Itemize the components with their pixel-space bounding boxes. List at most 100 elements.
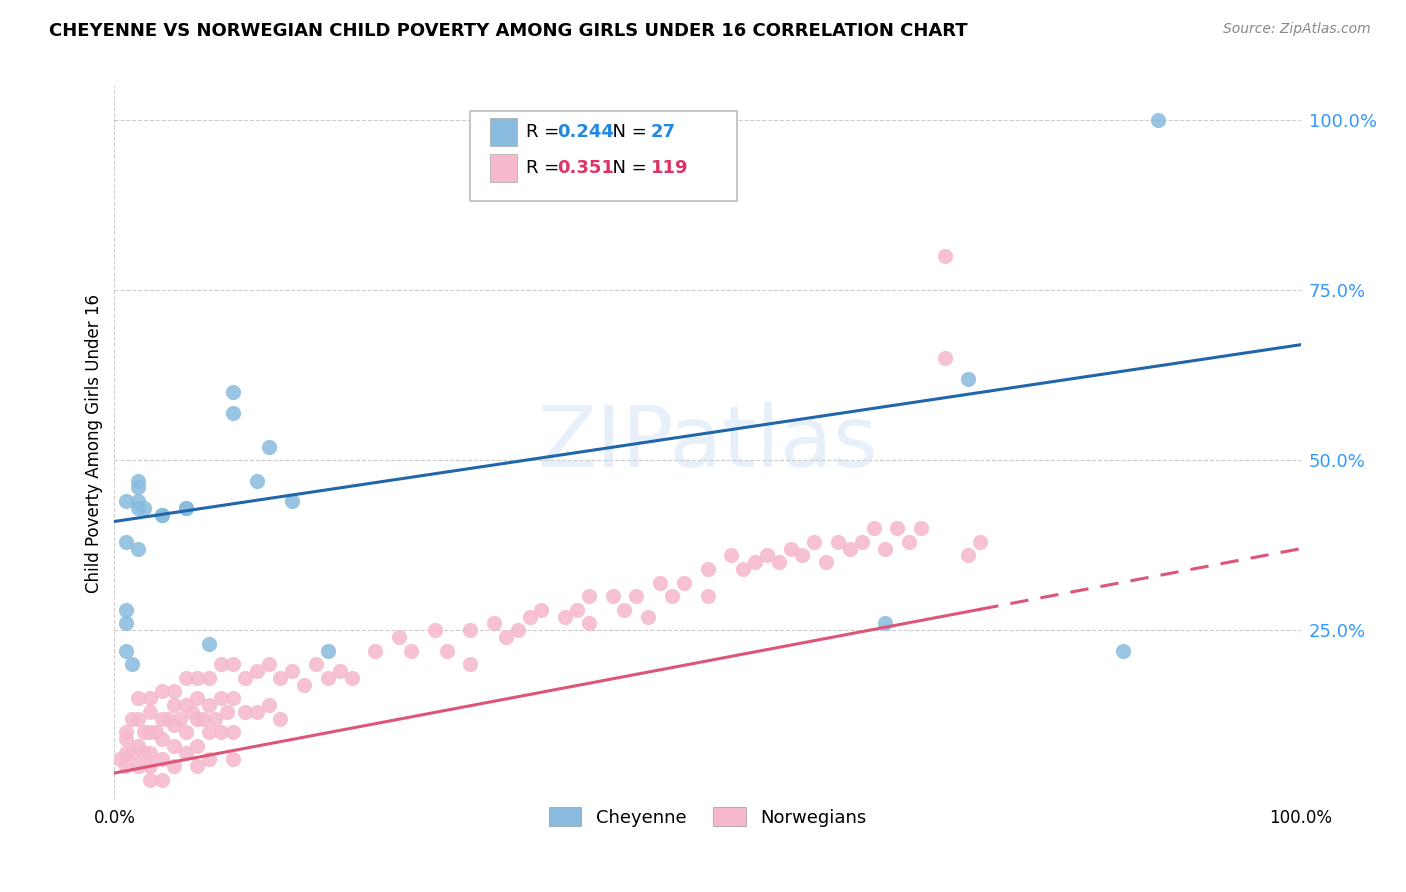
Point	[388, 630, 411, 644]
Point	[174, 500, 197, 515]
Point	[281, 494, 304, 508]
Point	[150, 508, 173, 522]
Point	[222, 406, 245, 420]
Point	[204, 712, 226, 726]
Point	[626, 589, 648, 603]
Point	[127, 494, 149, 508]
Point	[269, 712, 291, 726]
Point	[222, 385, 245, 400]
Point	[768, 555, 790, 569]
Point	[186, 759, 208, 773]
Point	[163, 718, 186, 732]
Point	[827, 534, 849, 549]
Point	[198, 671, 221, 685]
Point	[127, 481, 149, 495]
Point	[115, 616, 138, 631]
Point	[139, 772, 162, 787]
Point	[578, 589, 600, 603]
Point	[875, 541, 897, 556]
Y-axis label: Child Poverty Among Girls Under 16: Child Poverty Among Girls Under 16	[86, 293, 103, 593]
Point	[180, 705, 202, 719]
Point	[115, 759, 138, 773]
Point	[910, 521, 932, 535]
Text: 0.244: 0.244	[557, 123, 614, 141]
Point	[198, 752, 221, 766]
Point	[115, 534, 138, 549]
Point	[1111, 643, 1133, 657]
Point	[150, 508, 173, 522]
Point	[145, 725, 167, 739]
Point	[150, 712, 173, 726]
Point	[613, 603, 636, 617]
Point	[246, 664, 269, 678]
Point	[458, 657, 481, 672]
Point	[305, 657, 328, 672]
Point	[292, 678, 315, 692]
Point	[115, 725, 138, 739]
Point	[257, 657, 280, 672]
Point	[898, 534, 921, 549]
Point	[174, 725, 197, 739]
Point	[127, 500, 149, 515]
Point	[482, 616, 505, 631]
Point	[174, 746, 197, 760]
Point	[281, 664, 304, 678]
Point	[755, 549, 778, 563]
Point	[127, 759, 149, 773]
Text: CHEYENNE VS NORWEGIAN CHILD POVERTY AMONG GIRLS UNDER 16 CORRELATION CHART: CHEYENNE VS NORWEGIAN CHILD POVERTY AMON…	[49, 22, 967, 40]
Point	[957, 549, 980, 563]
Point	[815, 555, 838, 569]
Point	[222, 725, 245, 739]
FancyBboxPatch shape	[491, 153, 516, 182]
Legend: Cheyenne, Norwegians: Cheyenne, Norwegians	[541, 800, 873, 834]
Text: R =: R =	[526, 123, 565, 141]
Point	[115, 494, 138, 508]
Text: 0.351: 0.351	[557, 159, 614, 177]
Point	[222, 657, 245, 672]
Point	[661, 589, 683, 603]
Point	[163, 739, 186, 753]
Point	[934, 249, 956, 263]
Text: 27: 27	[651, 123, 675, 141]
Point	[222, 752, 245, 766]
Point	[217, 705, 239, 719]
Point	[233, 671, 256, 685]
Point	[436, 643, 458, 657]
Text: ZIPatlas: ZIPatlas	[537, 401, 877, 484]
Point	[110, 752, 132, 766]
Point	[733, 562, 755, 576]
Point	[115, 746, 138, 760]
Point	[565, 603, 588, 617]
Point	[506, 624, 529, 638]
Point	[519, 609, 541, 624]
Point	[174, 698, 197, 712]
Point	[744, 555, 766, 569]
Point	[851, 534, 873, 549]
Point	[458, 624, 481, 638]
Text: N =: N =	[600, 123, 652, 141]
Point	[530, 603, 553, 617]
Point	[340, 671, 363, 685]
Point	[316, 643, 339, 657]
Point	[115, 603, 138, 617]
Point	[779, 541, 801, 556]
Point	[957, 372, 980, 386]
Point	[132, 746, 155, 760]
Point	[862, 521, 884, 535]
Point	[150, 684, 173, 698]
Point	[186, 671, 208, 685]
Point	[156, 712, 179, 726]
Point	[127, 541, 149, 556]
Point	[838, 541, 860, 556]
Text: 119: 119	[651, 159, 688, 177]
Point	[696, 562, 718, 576]
Point	[115, 643, 138, 657]
Point	[198, 725, 221, 739]
Point	[121, 746, 143, 760]
Point	[720, 549, 742, 563]
Text: R =: R =	[526, 159, 565, 177]
FancyBboxPatch shape	[491, 118, 516, 146]
Point	[139, 746, 162, 760]
Point	[209, 691, 232, 706]
Point	[602, 589, 624, 603]
